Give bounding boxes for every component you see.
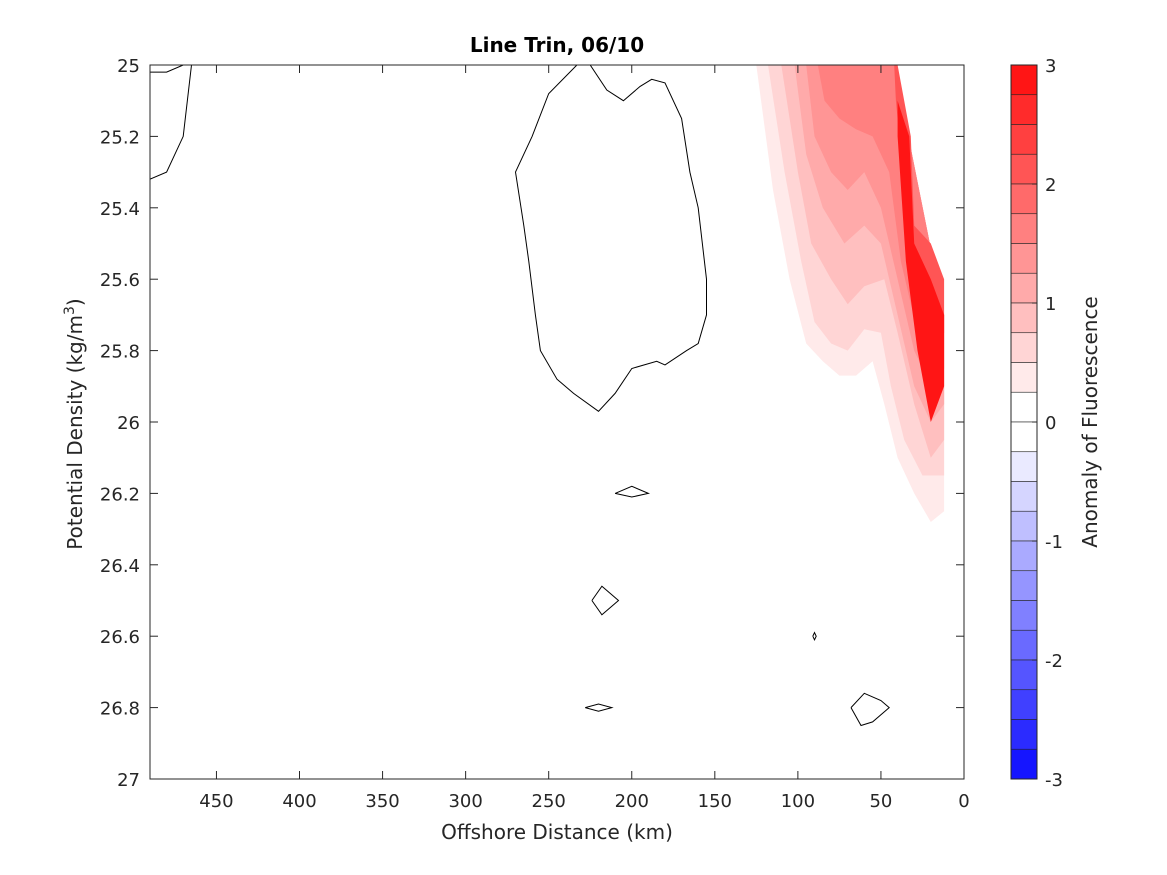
colorbar-band bbox=[1010, 570, 1038, 601]
colorbar-tick-label: 1 bbox=[1045, 294, 1056, 315]
y-axis-label-close: ) bbox=[63, 298, 87, 306]
colorbar-band bbox=[1010, 213, 1038, 244]
x-tick-label: 350 bbox=[365, 791, 399, 812]
x-tick-label: 250 bbox=[532, 791, 566, 812]
y-tick-label: 26.2 bbox=[100, 484, 140, 505]
filled-contours bbox=[756, 65, 945, 522]
colorbar-band bbox=[1010, 362, 1038, 393]
filled-region-6 bbox=[894, 65, 945, 315]
zero-contour-7 bbox=[850, 692, 890, 727]
colorbar-band bbox=[1010, 748, 1038, 780]
colorbar-band bbox=[1010, 94, 1038, 125]
colorbar-tick-label: 2 bbox=[1045, 175, 1056, 196]
zero-contour-6 bbox=[812, 631, 817, 641]
zero-contour-2 bbox=[514, 65, 707, 412]
y-tick-label: 26.4 bbox=[100, 556, 140, 577]
y-tick-label: 27 bbox=[117, 770, 140, 791]
y-axis-label-main: Potential Density (kg/m bbox=[63, 315, 87, 550]
y-axis: 25 25.2 25.4 25.6 25.8 26 26.2 26.4 26.6 26.8 27 bbox=[100, 56, 964, 791]
zero-contour-3 bbox=[614, 485, 651, 498]
chart-title: Line Trin, 06/10 bbox=[470, 33, 644, 57]
filled-region-7 bbox=[897, 100, 945, 422]
x-tick-label: 200 bbox=[615, 791, 649, 812]
x-tick-label: 100 bbox=[781, 791, 815, 812]
zero-contour-0 bbox=[150, 65, 184, 73]
colorbar-band bbox=[1010, 540, 1038, 572]
x-tick-label: 300 bbox=[448, 791, 482, 812]
colorbar-tick-label: 0 bbox=[1045, 413, 1056, 434]
x-tick-label: 0 bbox=[958, 791, 969, 812]
colorbar-band bbox=[1010, 124, 1038, 155]
colorbar-band bbox=[1010, 719, 1038, 750]
zero-contour-5 bbox=[585, 703, 614, 712]
y-tick-label: 25 bbox=[117, 56, 140, 77]
x-tick-label: 400 bbox=[282, 791, 316, 812]
y-tick-label: 25.8 bbox=[100, 342, 140, 363]
zero-contour-4 bbox=[591, 585, 620, 616]
colorbar-band bbox=[1010, 659, 1038, 691]
colorbar-band bbox=[1010, 302, 1038, 334]
colorbar-tick-label: -3 bbox=[1045, 770, 1063, 791]
y-axis-label-sup: 3 bbox=[62, 306, 78, 315]
colorbar-axis: 3 2 1 0 -1 -2 -3 bbox=[1032, 56, 1063, 791]
colorbar-label: Anomaly of Fluorescence bbox=[1078, 296, 1102, 547]
x-axis: 450 400 350 300 250 200 150 100 50 0 bbox=[199, 65, 970, 812]
colorbar-tick-label: 3 bbox=[1045, 56, 1056, 77]
y-tick-label: 26 bbox=[117, 413, 140, 434]
colorbar-band bbox=[1010, 629, 1038, 661]
colorbar bbox=[1010, 64, 1038, 780]
colorbar-tick-label: -2 bbox=[1045, 651, 1063, 672]
colorbar-band bbox=[1010, 183, 1038, 215]
x-axis-label: Offshore Distance (km) bbox=[441, 820, 673, 844]
colorbar-band bbox=[1010, 481, 1038, 512]
colorbar-band bbox=[1010, 421, 1038, 453]
x-tick-label: 50 bbox=[869, 791, 892, 812]
colorbar-band bbox=[1010, 391, 1038, 423]
x-tick-label: 450 bbox=[199, 791, 233, 812]
colorbar-band bbox=[1010, 689, 1038, 720]
y-tick-label: 25.4 bbox=[100, 199, 140, 220]
x-tick-label: 150 bbox=[698, 791, 732, 812]
zero-contours bbox=[150, 65, 890, 727]
colorbar-band bbox=[1010, 64, 1038, 96]
colorbar-band bbox=[1010, 451, 1038, 482]
colorbar-band bbox=[1010, 243, 1038, 274]
colorbar-tick-label: -1 bbox=[1045, 532, 1063, 553]
colorbar-band bbox=[1010, 600, 1038, 631]
colorbar-band bbox=[1010, 332, 1038, 363]
colorbar-band bbox=[1010, 510, 1038, 542]
y-tick-label: 25.2 bbox=[100, 127, 140, 148]
colorbar-band bbox=[1010, 153, 1038, 185]
y-axis-label: Potential Density (kg/m3) bbox=[62, 298, 87, 549]
y-tick-label: 26.8 bbox=[100, 699, 140, 720]
zero-contour-1 bbox=[150, 65, 192, 180]
y-tick-label: 26.6 bbox=[100, 627, 140, 648]
colorbar-band bbox=[1010, 272, 1038, 304]
y-tick-label: 25.6 bbox=[100, 270, 140, 291]
